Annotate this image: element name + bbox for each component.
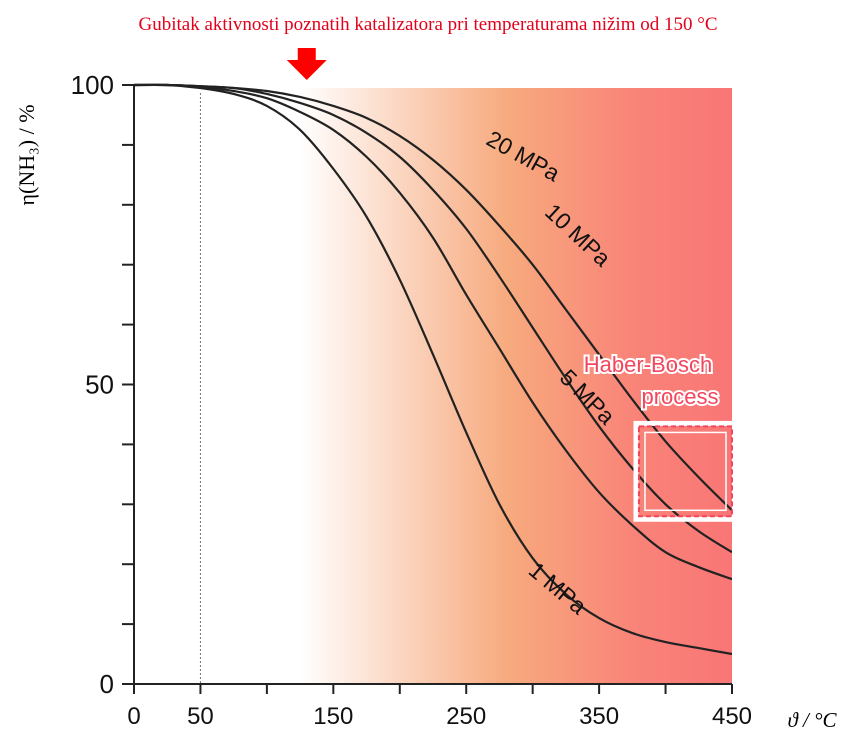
x-tick-label: 50: [187, 703, 214, 730]
x-axis-ticks: 0 50 150 250 350 450: [127, 684, 752, 730]
y-tick-label: 100: [71, 70, 114, 100]
series-line-5-mpa: [134, 83, 732, 581]
highlight-box-inner: [644, 431, 727, 512]
x-tick-label: 450: [712, 703, 752, 730]
y-tick-label: 0: [100, 669, 114, 699]
series-line-1-mpa: [134, 83, 732, 656]
highlight-label-line2: process: [641, 384, 718, 409]
series-layer: [134, 83, 732, 656]
arrow-down-icon: [286, 48, 327, 80]
temperature-shaded-region: [300, 88, 732, 684]
haber-bosch-region: Haber-Bosch process: [582, 350, 738, 522]
x-axis-label: ϑ / °C: [787, 708, 837, 732]
x-tick-label: 250: [446, 703, 486, 730]
y-axis-label: η(NH₃) / %: [14, 104, 39, 205]
y-tick-label: 50: [85, 370, 114, 400]
highlight-label-line1: Haber-Bosch: [584, 352, 712, 377]
series-line-10-mpa: [134, 83, 732, 554]
chart-title: Gubitak aktivnosti poznatih katalizatora…: [138, 14, 717, 35]
x-tick-label: 0: [127, 703, 140, 730]
highlight-box: [637, 425, 734, 518]
x-tick-label: 350: [579, 703, 619, 730]
y-axis-ticks: 0 50 100: [71, 70, 134, 699]
x-tick-label: 150: [313, 703, 353, 730]
highlight-box-halo: [633, 420, 738, 522]
